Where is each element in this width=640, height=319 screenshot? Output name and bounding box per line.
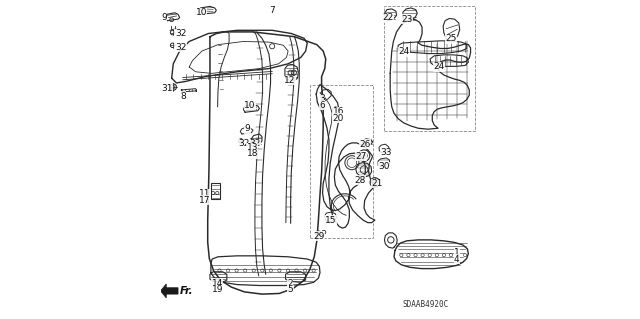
Text: 24: 24 — [398, 47, 410, 56]
Text: 24: 24 — [433, 63, 445, 71]
Text: Fr.: Fr. — [180, 286, 193, 296]
Text: 26: 26 — [360, 140, 371, 149]
Text: 12: 12 — [284, 76, 296, 85]
Text: 20: 20 — [333, 114, 344, 122]
Bar — [310, 85, 372, 238]
Bar — [384, 6, 475, 131]
Text: 21: 21 — [371, 179, 383, 188]
Text: 10: 10 — [196, 8, 207, 17]
Text: 30: 30 — [378, 162, 390, 171]
Text: 16: 16 — [333, 107, 344, 116]
Text: 27: 27 — [355, 152, 367, 161]
Text: 11: 11 — [200, 189, 211, 198]
Text: 9: 9 — [161, 13, 167, 22]
Text: 32: 32 — [175, 29, 186, 38]
Circle shape — [363, 154, 365, 157]
Text: 28: 28 — [355, 176, 366, 185]
Text: 6: 6 — [319, 101, 325, 110]
Text: SDAAB4920C: SDAAB4920C — [403, 300, 449, 309]
Text: 10: 10 — [244, 101, 255, 110]
Text: 32: 32 — [238, 139, 250, 148]
Text: 19: 19 — [212, 285, 223, 294]
Polygon shape — [161, 284, 178, 298]
Text: 4: 4 — [454, 255, 460, 263]
Text: 14: 14 — [212, 279, 223, 288]
Text: 32: 32 — [249, 139, 260, 148]
Text: 15: 15 — [324, 216, 336, 225]
Text: 13: 13 — [246, 143, 258, 152]
Text: 33: 33 — [380, 148, 392, 157]
Text: 29: 29 — [313, 232, 324, 241]
Text: 32: 32 — [175, 43, 186, 52]
Text: 3: 3 — [319, 94, 325, 103]
Text: 23: 23 — [401, 15, 413, 24]
Bar — [211, 183, 220, 199]
Text: 1: 1 — [454, 248, 460, 257]
Text: 22: 22 — [382, 13, 394, 22]
Text: 7: 7 — [269, 6, 275, 15]
Text: 8: 8 — [180, 92, 186, 101]
Text: 25: 25 — [445, 34, 456, 43]
Text: 17: 17 — [200, 196, 211, 205]
Text: 18: 18 — [246, 149, 258, 158]
Text: 31: 31 — [161, 84, 173, 93]
Text: 9: 9 — [244, 124, 250, 133]
Text: 2: 2 — [287, 279, 293, 288]
Text: 5: 5 — [287, 285, 293, 294]
